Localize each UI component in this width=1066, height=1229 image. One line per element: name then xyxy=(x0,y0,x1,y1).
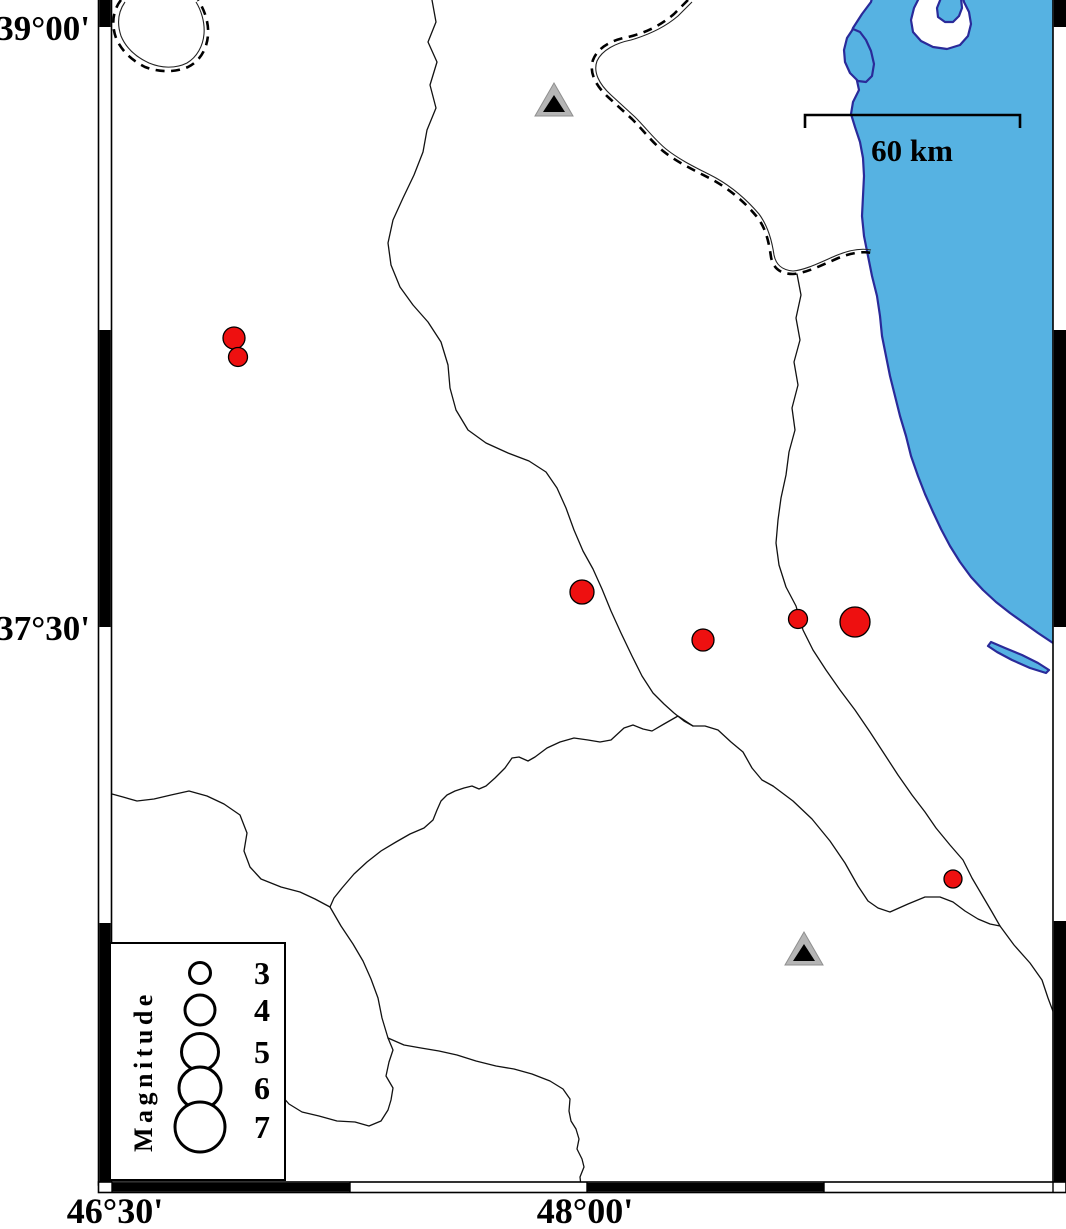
magnitude-legend: Magnitude 34 567 xyxy=(109,942,286,1181)
lagoon-north xyxy=(842,27,876,84)
earthquake-markers xyxy=(222,326,963,889)
province-line xyxy=(280,906,394,1127)
legend-title: Magnitude xyxy=(129,990,158,1152)
earthquake-marker xyxy=(222,326,246,350)
legend-items: 34 567 xyxy=(173,955,270,1154)
province-line xyxy=(775,273,1055,1015)
legend-magnitude-circle xyxy=(188,961,212,985)
station-inner-triangle-icon xyxy=(543,95,565,112)
scale-bar-label: 60 km xyxy=(871,133,953,168)
province-line xyxy=(387,0,694,727)
dashed-border-north xyxy=(590,0,873,276)
province-line xyxy=(387,1037,585,1187)
frame-left-black-segment xyxy=(99,923,111,1183)
legend-magnitude-label: 3 xyxy=(254,955,270,991)
caspian-sea xyxy=(845,0,1066,646)
legend-magnitude-circle xyxy=(180,1032,220,1072)
earthquake-marker xyxy=(787,608,809,630)
frame-bottom-base xyxy=(97,1181,1066,1194)
dashed-border-northwest xyxy=(111,0,210,73)
province-line xyxy=(329,715,774,908)
frame-bottom-black-segment xyxy=(112,1182,350,1192)
legend-magnitude-label: 4 xyxy=(254,992,270,1028)
border-river-north xyxy=(595,1,872,272)
water-layer xyxy=(842,0,1066,675)
legend-magnitude-circle xyxy=(183,993,217,1027)
map-frame xyxy=(97,0,1066,1194)
frame-left-black-segment xyxy=(99,0,111,27)
province-line xyxy=(772,785,1001,927)
longitude-label-48-00: 48°00' xyxy=(537,1191,633,1229)
scale-bar: 60 km xyxy=(803,113,1022,168)
earthquake-marker xyxy=(569,579,595,605)
frame-bottom-black-segment xyxy=(587,1182,824,1192)
station-markers xyxy=(534,81,824,966)
border-river-northwest xyxy=(118,1,205,68)
earthquake-marker xyxy=(227,346,249,368)
province-line xyxy=(111,790,331,908)
earthquake-marker xyxy=(691,628,715,652)
lagoon-south xyxy=(986,640,1051,675)
longitude-label-46-30: 46°30' xyxy=(67,1191,163,1229)
earthquake-marker xyxy=(943,869,963,889)
legend-magnitude-label: 5 xyxy=(254,1034,270,1070)
legend-magnitude-circle xyxy=(173,1100,227,1154)
earthquake-marker xyxy=(839,606,871,638)
station-inner-triangle-icon xyxy=(793,944,815,961)
legend-magnitude-label: 7 xyxy=(254,1109,270,1145)
province-boundary-lines xyxy=(111,0,1055,1187)
latitude-label-37-30: 37°30' xyxy=(0,609,90,648)
sea-notch xyxy=(935,0,964,24)
scale-bar-line xyxy=(803,113,1022,128)
frame-right-black-segment xyxy=(1053,0,1066,27)
legend-magnitude-label: 6 xyxy=(254,1070,270,1106)
frame-right-black-segment xyxy=(1053,921,1066,1183)
frame-right-black-segment xyxy=(1053,330,1066,627)
coordinate-labels: 39°00' 37°30' 46°30' 48°00' xyxy=(0,9,633,1229)
border-layer xyxy=(111,0,873,276)
frame-left-black-segment xyxy=(99,330,111,627)
latitude-label-39-00: 39°00' xyxy=(0,9,90,48)
